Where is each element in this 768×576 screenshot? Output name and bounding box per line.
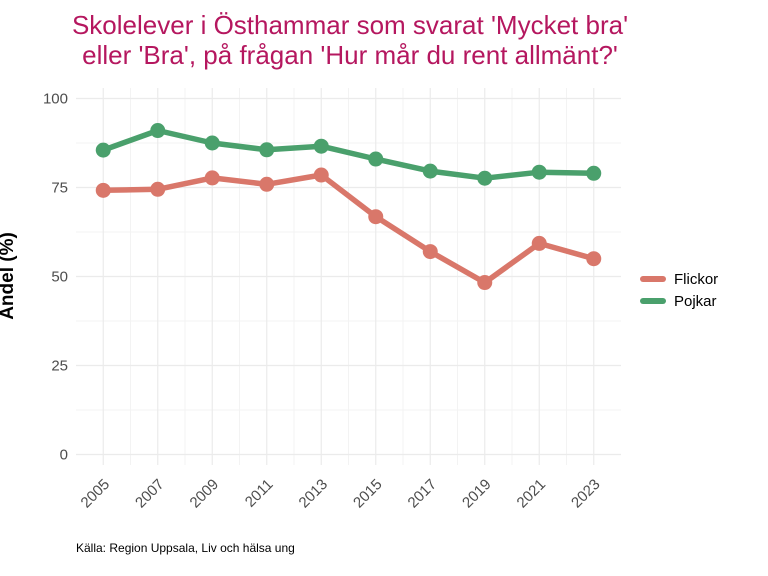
legend-item-pojkar: Pojkar bbox=[640, 290, 718, 312]
data-point-pojkar bbox=[477, 170, 493, 186]
legend: Flickor Pojkar bbox=[640, 268, 718, 312]
chart-title-line-1: Skolelever i Östhammar som svarat 'Mycke… bbox=[71, 10, 629, 40]
y-tick-label: 75 bbox=[51, 180, 68, 197]
x-tick-labels: 2005 2007 2009 2011 2013 2015 2017 2019 2021 2023 bbox=[78, 476, 604, 512]
x-tick-label: 2013 bbox=[296, 476, 332, 512]
series-line-flickor bbox=[100, 172, 597, 286]
chart-title: Skolelever i Östhammar som svarat 'Mycke… bbox=[0, 10, 700, 70]
data-point-pojkar bbox=[586, 165, 602, 181]
y-tick-label: 100 bbox=[43, 91, 68, 108]
y-tick-label: 25 bbox=[51, 358, 68, 375]
x-tick-label: 2011 bbox=[242, 476, 277, 511]
data-point-flickor bbox=[95, 182, 111, 198]
x-tick-label: 2019 bbox=[459, 476, 495, 512]
series-lines bbox=[100, 127, 597, 286]
data-point-pojkar bbox=[422, 163, 438, 179]
x-tick-label: 2021 bbox=[514, 476, 550, 512]
data-point-flickor bbox=[422, 244, 438, 260]
legend-label-flickor: Flickor bbox=[674, 270, 719, 288]
y-tick-label: 50 bbox=[51, 269, 68, 286]
grid-major bbox=[76, 88, 621, 465]
data-point-flickor bbox=[477, 275, 493, 291]
y-tick-label: 0 bbox=[60, 447, 68, 464]
series-points bbox=[95, 123, 602, 291]
chart-title-line-2: eller 'Bra', på frågan 'Hur mår du rent … bbox=[82, 40, 618, 70]
data-point-pojkar bbox=[150, 123, 166, 139]
legend-item-flickor: Flickor bbox=[640, 268, 718, 290]
data-point-pojkar bbox=[259, 142, 275, 158]
x-tick-label: 2023 bbox=[568, 476, 604, 512]
series-line-pojkar bbox=[100, 127, 597, 181]
x-tick-label: 2005 bbox=[78, 476, 114, 512]
legend-swatch-pojkar bbox=[640, 298, 666, 304]
data-point-pojkar bbox=[531, 164, 547, 180]
source-caption: Källa: Region Uppsala, Liv och hälsa ung bbox=[76, 541, 295, 555]
data-point-pojkar bbox=[204, 135, 220, 151]
legend-label-pojkar: Pojkar bbox=[674, 292, 717, 310]
data-point-flickor bbox=[531, 235, 547, 251]
data-point-flickor bbox=[368, 209, 384, 225]
data-point-pojkar bbox=[313, 138, 329, 154]
x-tick-label: 2007 bbox=[132, 476, 168, 512]
data-point-flickor bbox=[259, 176, 275, 192]
legend-swatch-flickor bbox=[640, 276, 666, 282]
y-tick-labels: 0 25 50 75 100 bbox=[43, 91, 68, 464]
data-point-pojkar bbox=[368, 151, 384, 167]
x-tick-label: 2015 bbox=[350, 476, 386, 512]
data-point-flickor bbox=[150, 181, 166, 197]
x-tick-label: 2009 bbox=[187, 476, 223, 512]
x-tick-label: 2017 bbox=[405, 476, 441, 512]
data-point-pojkar bbox=[95, 142, 111, 158]
data-point-flickor bbox=[204, 170, 220, 186]
data-point-flickor bbox=[313, 167, 329, 183]
data-point-flickor bbox=[586, 251, 602, 267]
